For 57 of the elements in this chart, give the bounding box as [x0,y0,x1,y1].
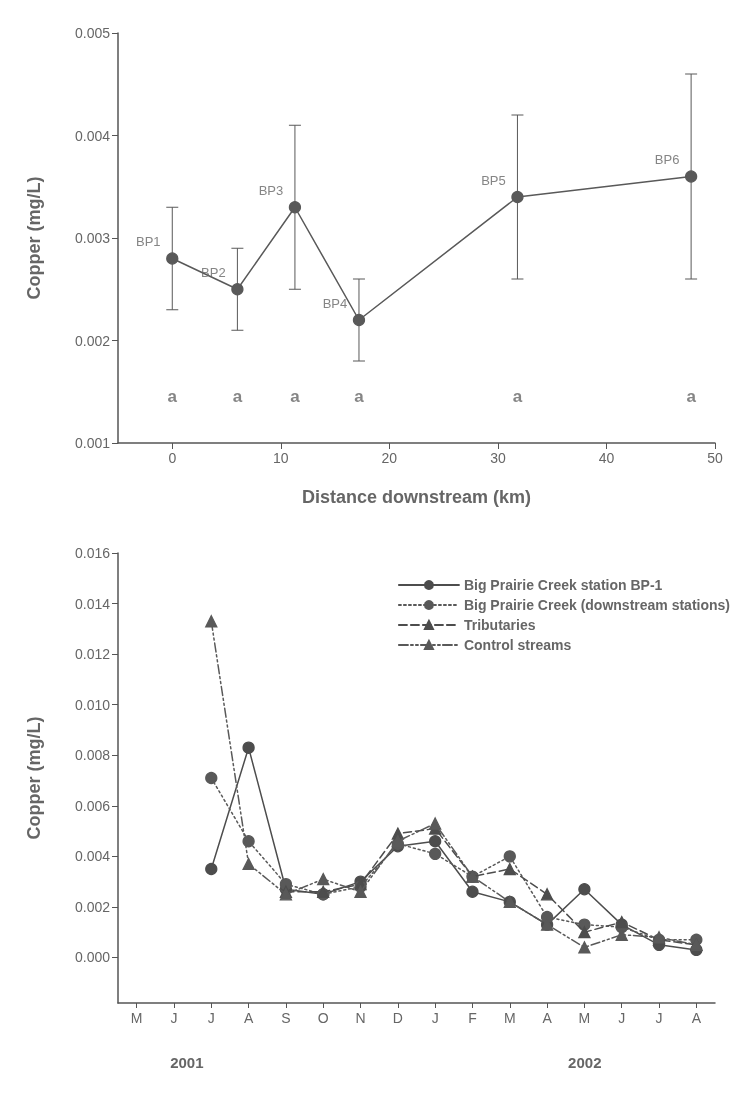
x-tick-label: M [130,1010,143,1026]
x-axis-title: Distance downstream (km) [301,487,532,507]
y-tick-label: 0.014 [74,595,111,612]
y-tick-label: 0.006 [74,797,111,814]
x-tick-label: 30 [490,450,506,466]
y-tick-label: 0.003 [74,230,111,246]
legend-label: Control streams [463,637,572,653]
x-tick-label: 20 [381,450,398,466]
legend-label: Tributaries [463,617,536,633]
x-tick-label: 40 [598,450,615,466]
legend-label: Big Prairie Creek (downstream stations) [463,597,730,613]
x-tick-label: J [618,1010,626,1026]
x-tick-label: M [578,1010,591,1026]
annotation: a [512,387,523,406]
y-tick-label: 0.008 [74,747,111,764]
y-tick-label: 0.000 [74,949,111,966]
y-tick-label: 0.002 [74,898,111,915]
y-tick-label: 0.002 [74,332,111,349]
annotation: a [686,387,697,406]
legend-label: Big Prairie Creek station BP-1 [463,577,663,593]
annotation: a [167,387,178,406]
x-tick-label: 10 [273,450,289,466]
x-tick-label: J [431,1010,439,1026]
x-tick-label: N [355,1010,366,1026]
y-tick-label: 0.010 [74,696,111,713]
text: 2002 [568,1054,602,1071]
x-tick-label: J [655,1010,663,1026]
x-tick-label: A [691,1010,702,1026]
y-axis-title: Copper (mg/L) [24,176,44,300]
x-tick-label: A [243,1010,254,1026]
annotation: BP3 [258,182,284,198]
y-tick-label: 0.004 [74,127,111,144]
x-tick-label: 0 [168,450,177,466]
y-tick-label: 0.005 [74,25,111,41]
x-tick-label: J [207,1010,215,1026]
x-tick-label: J [170,1010,178,1026]
annotation: BP1 [135,234,161,249]
y-tick-label: 0.012 [74,646,111,663]
y-axis-title: Copper (mg/L) [24,716,44,840]
y-tick-label: 0.001 [74,435,111,451]
y-tick-label: 0.004 [74,848,111,865]
annotation: a [354,387,365,406]
annotation: BP2 [201,264,226,280]
x-tick-label: A [542,1010,553,1026]
y-tick-label: 0.016 [74,545,111,561]
annotation: a [232,387,243,406]
annotation: BP6 [654,152,680,167]
text: 2001 [170,1054,204,1071]
annotation: a [290,387,301,406]
annotation: BP4 [322,295,348,311]
x-tick-label: D [392,1010,403,1026]
x-tick-label: O [317,1010,329,1026]
x-tick-label: S [281,1010,291,1026]
x-tick-label: F [468,1010,477,1026]
x-tick-label: M [503,1010,516,1026]
x-tick-label: 50 [707,450,723,466]
annotation: BP5 [481,172,506,188]
